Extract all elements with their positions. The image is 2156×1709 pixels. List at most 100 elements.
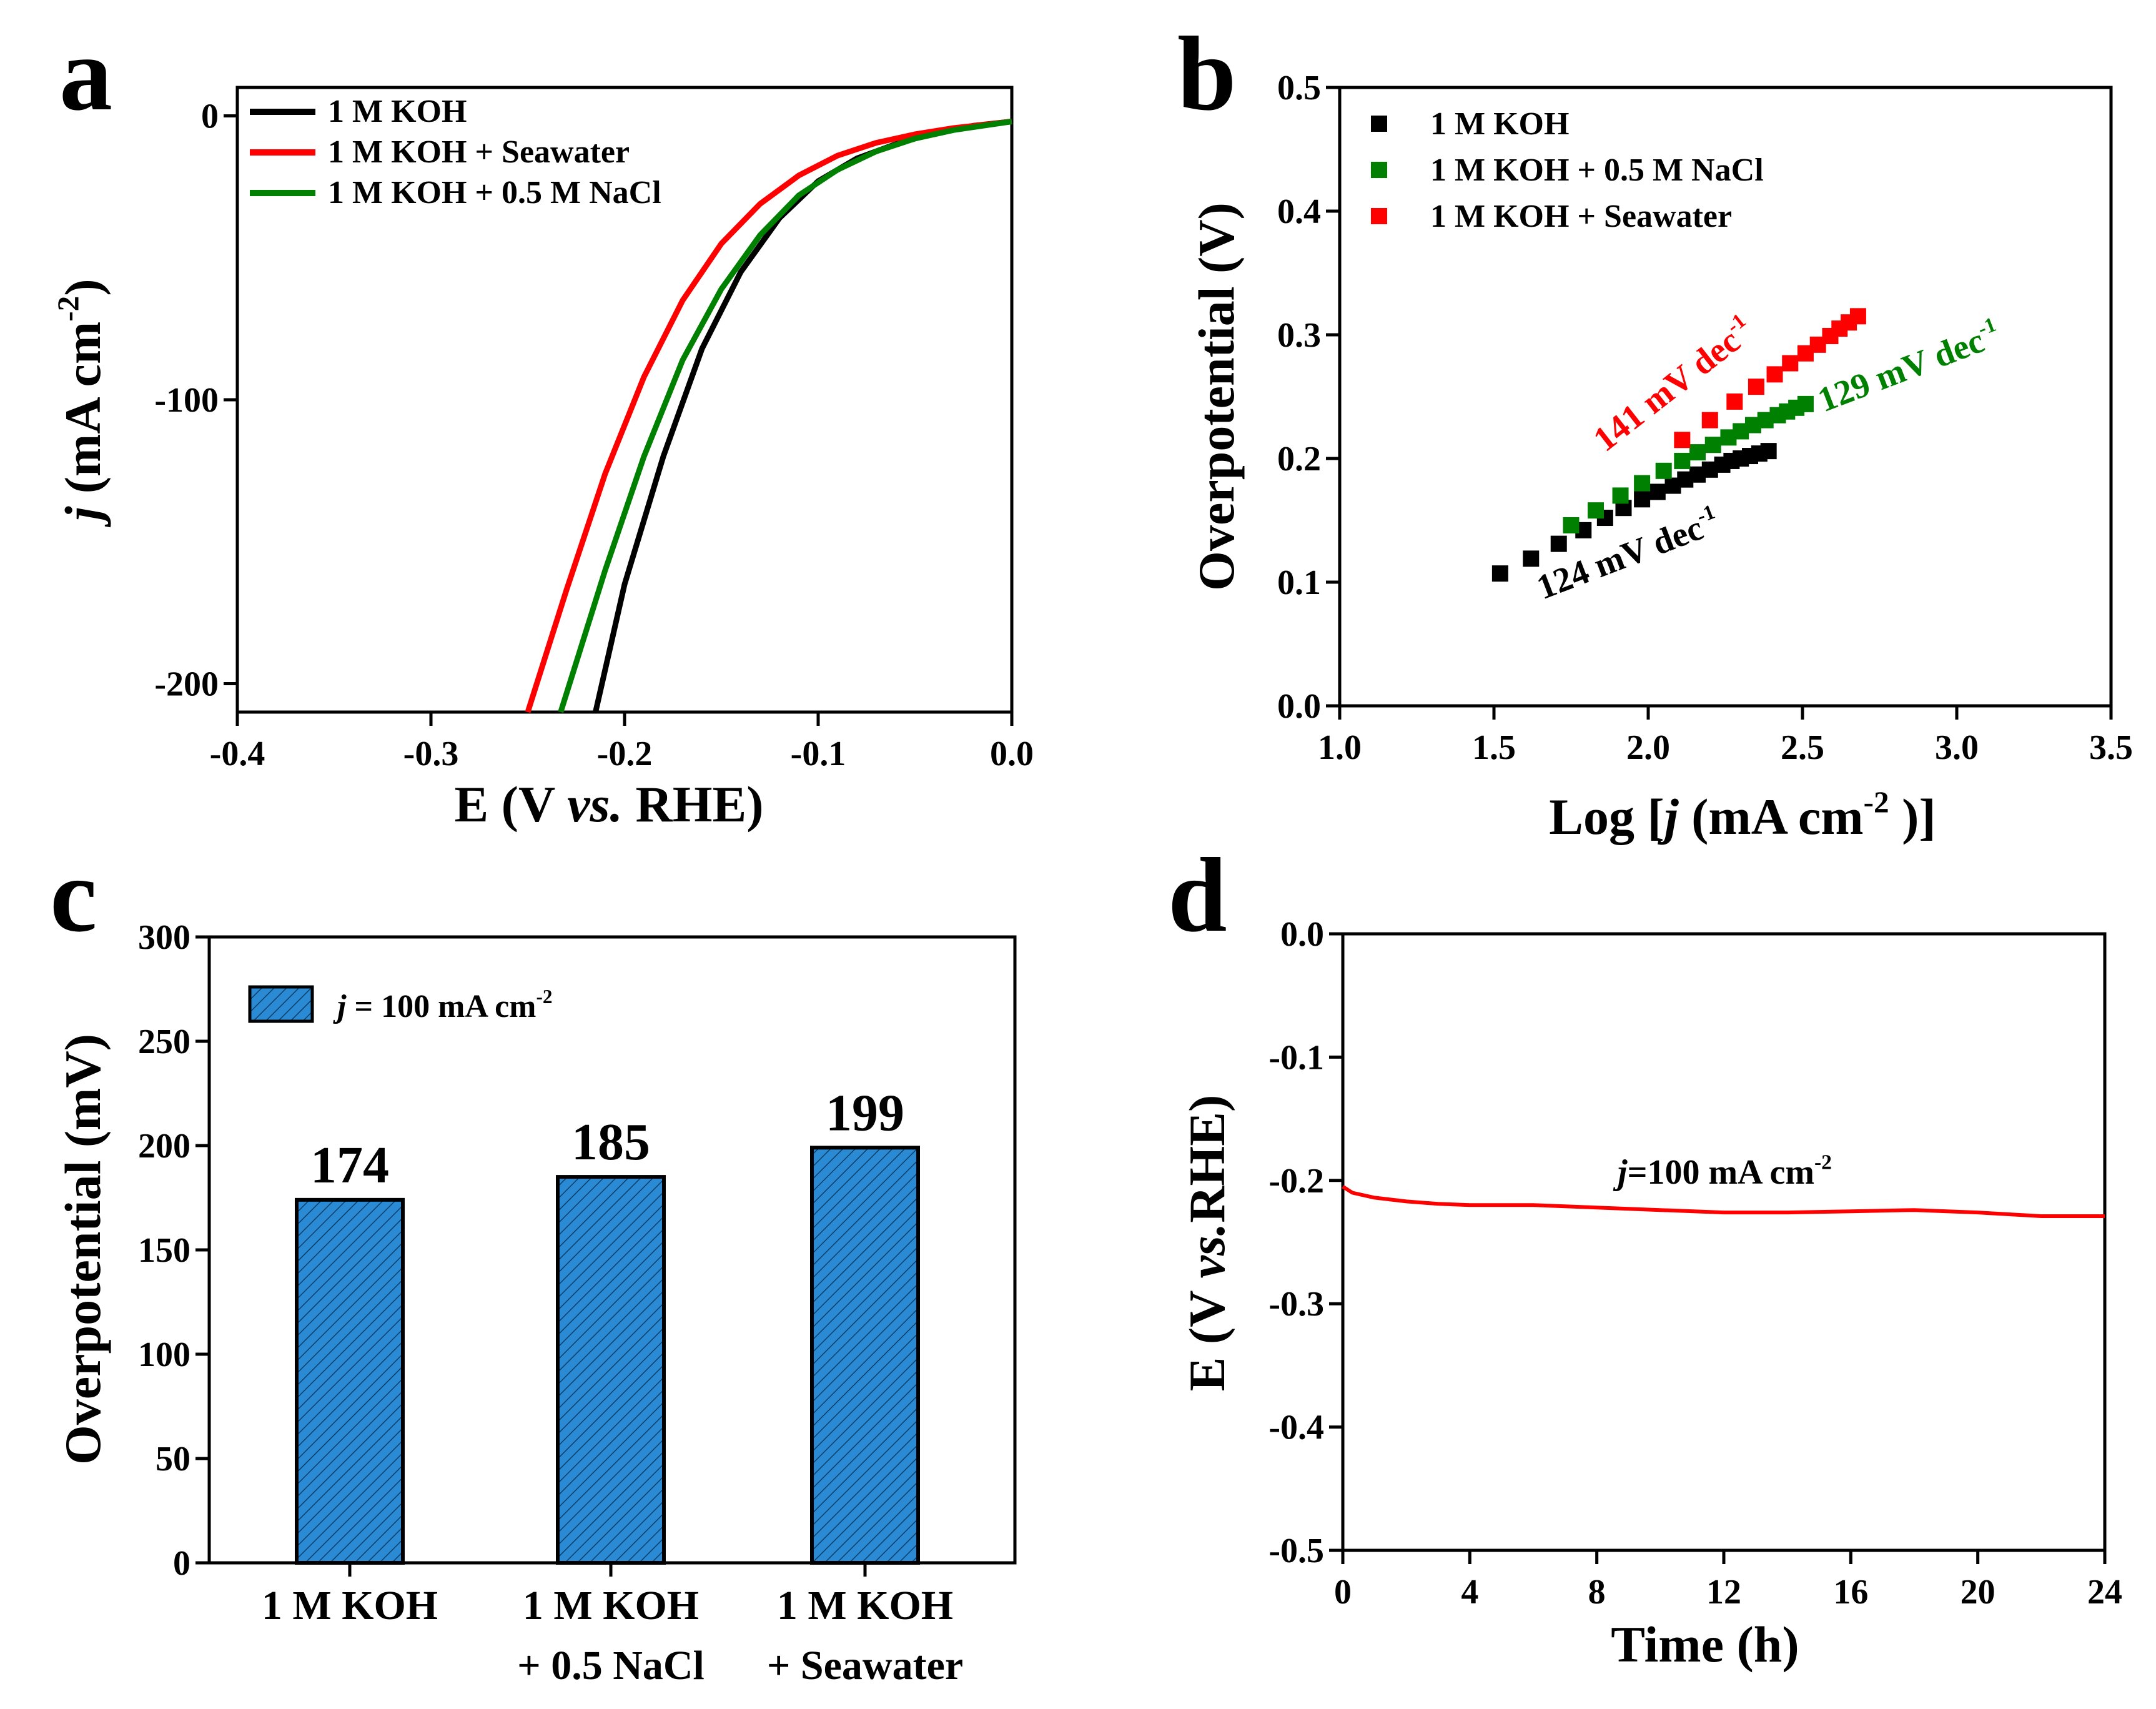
panel-a-curve-1-m-koh-0-5-m-nacl <box>558 119 1012 713</box>
panel-c-category-label: 1 M KOH <box>262 1583 438 1628</box>
panel-d-x-tick-label: 0 <box>1334 1573 1352 1612</box>
panel-c-value-label: 174 <box>310 1136 389 1194</box>
panel-b-x-tick-label: 2.0 <box>1626 728 1670 767</box>
panel-b-point <box>1612 487 1629 504</box>
panel-b-point <box>1704 437 1721 453</box>
panel-c-bar <box>556 1175 666 1565</box>
panel-b-point <box>1655 462 1672 479</box>
panel-c-category-label: 1 M KOH <box>523 1583 699 1628</box>
panel-b-y-tick-label: 0.3 <box>1277 316 1321 355</box>
panel-b-point <box>1674 432 1691 448</box>
panel-c-y-axis-title: Overpotential (mV) <box>54 1034 111 1465</box>
panel-b-y-tick-label: 0.4 <box>1277 192 1321 231</box>
panel-a-x-tick-label: -0.3 <box>403 735 459 773</box>
panel-d-y-axis-title: E (V vs.RHE) <box>1179 1095 1235 1392</box>
panel-c-y-tick-label: 200 <box>138 1127 190 1166</box>
panel-d-x-axis-title: Time (h) <box>1611 1616 1799 1673</box>
panel-a-x-axis-title: E (V vs. RHE) <box>454 776 763 833</box>
panel-c-y-tick-label: 300 <box>138 918 190 957</box>
panel-b-point <box>1588 502 1605 519</box>
panel-d-y-tick-label: -0.5 <box>1268 1532 1324 1570</box>
panel-b-tafel-plot: 1.0 1.5 2.0 2.5 3.0 3.5 0.0 0.1 0.2 0.3 0.4 0.5 1 M … <box>1188 69 2133 845</box>
panel-d-x-tick-label: 4 <box>1461 1573 1478 1612</box>
panel-label-b: b <box>1177 15 1237 132</box>
panel-d-x-tick-label: 16 <box>1833 1573 1868 1612</box>
panel-b-point <box>1491 565 1508 582</box>
panel-b-x-tick-label: 1.5 <box>1472 728 1516 767</box>
panel-label-d: d <box>1168 836 1227 954</box>
panel-b-legend-label: 1 M KOH + 0.5 M NaCl <box>1430 152 1764 188</box>
panel-b-point <box>1674 452 1691 469</box>
panel-b-point <box>1649 483 1666 500</box>
panel-c-legend-label: j = 100 mA cm-2 <box>333 986 552 1024</box>
panel-a-lsv-curves: -0.4 -0.3 -0.2 -0.1 0.0 0 -100 -200 1 M KOH 1 M K… <box>51 86 1034 833</box>
panel-b-plot-frame <box>1338 86 2113 708</box>
panel-b-point <box>1849 308 1866 325</box>
panel-d-curve <box>1342 1185 2105 1218</box>
panel-b-legend-marker <box>1371 116 1387 132</box>
panel-d-y-tick-label: 0.0 <box>1280 915 1324 954</box>
panel-c-y-tick-label: 100 <box>138 1335 190 1374</box>
panel-label-a: a <box>59 15 112 132</box>
panel-b-legend-label: 1 M KOH + Seawater <box>1430 199 1732 234</box>
panel-b-x-tick-label: 3.0 <box>1935 728 1979 767</box>
panel-d-y-tick-label: -0.2 <box>1268 1162 1324 1201</box>
panel-b-point <box>1689 444 1706 461</box>
panel-d-x-tick-label: 12 <box>1706 1573 1741 1612</box>
panel-a-x-tick-label: -0.4 <box>210 735 265 773</box>
panel-b-point <box>1634 475 1651 492</box>
panel-b-point <box>1797 395 1814 412</box>
panel-c-y-tick-label: 0 <box>173 1544 190 1583</box>
panel-b-x-tick-label: 1.0 <box>1318 728 1362 767</box>
panel-b-point <box>1748 379 1764 395</box>
panel-c-y-tick-label: 150 <box>138 1231 190 1270</box>
panel-d-annotation: j=100 mA cm-2 <box>1613 1151 1832 1192</box>
panel-c-y-tick-label: 50 <box>156 1440 190 1479</box>
panel-c-bar <box>810 1146 920 1565</box>
panel-d-y-tick-label: -0.1 <box>1268 1038 1324 1077</box>
panel-a-legend-label: 1 M KOH <box>328 94 467 129</box>
panel-c-value-label: 199 <box>826 1084 904 1142</box>
panel-c-value-label: 185 <box>571 1113 650 1171</box>
panel-b-y-tick-label: 0.2 <box>1277 440 1321 478</box>
panel-d-plot-frame <box>1341 932 2107 1552</box>
panel-b-point <box>1782 355 1799 372</box>
panel-c-y-tick-label: 250 <box>138 1023 190 1061</box>
panel-d-x-tick-label: 8 <box>1588 1573 1606 1612</box>
panel-a-y-axis-title: j (mA cm-2) <box>51 279 111 527</box>
panel-b-point <box>1701 412 1718 428</box>
panel-c-bar <box>295 1197 405 1565</box>
panel-b-point <box>1760 443 1777 460</box>
panel-c-category-label: + Seawater <box>767 1643 963 1688</box>
panel-c-category-label: 1 M KOH <box>777 1583 953 1628</box>
panel-b-point <box>1563 517 1580 533</box>
panel-a-y-tick-label: -200 <box>154 665 219 704</box>
panel-b-x-axis-title: Log [j (mA cm-2 )] <box>1549 785 1936 845</box>
panel-b-y-tick-label: 0.5 <box>1277 69 1321 107</box>
panel-label-c: c <box>50 836 97 954</box>
panel-b-point <box>1634 491 1651 508</box>
panel-b-x-tick-label: 2.5 <box>1781 728 1824 767</box>
panel-b-x-tick-label: 3.5 <box>2089 728 2133 767</box>
panel-b-point <box>1766 366 1783 383</box>
panel-b-point <box>1523 550 1540 567</box>
panel-b-y-tick-label: 0.0 <box>1277 687 1321 726</box>
panel-b-legend-marker <box>1371 208 1387 224</box>
panel-a-legend-label: 1 M KOH + 0.5 M NaCl <box>328 175 661 211</box>
panel-a-legend-label: 1 M KOH + Seawater <box>328 134 630 170</box>
panel-c-category-label: + 0.5 NaCl <box>517 1643 705 1688</box>
panel-b-point <box>1726 393 1743 410</box>
panel-a-x-tick-label: -0.2 <box>597 735 653 773</box>
panel-c-legend-swatch <box>248 985 314 1023</box>
panel-d-y-tick-label: -0.4 <box>1268 1409 1324 1447</box>
panel-a-x-tick-label: -0.1 <box>791 735 846 773</box>
panel-a-y-tick-label: 0 <box>201 97 219 136</box>
panel-b-legend-marker <box>1371 162 1387 178</box>
panel-d-x-tick-label: 20 <box>1961 1573 1995 1612</box>
panel-d-y-tick-label: -0.3 <box>1268 1285 1324 1324</box>
panel-a-y-tick-label: -100 <box>154 381 219 420</box>
panel-d-stability-curve: 0 4 8 12 16 20 24 0.0 -0.1 -0.2 -0.3 -0.4 -0.5 j=100 … <box>1179 915 2122 1673</box>
panel-b-legend-label: 1 M KOH <box>1430 106 1569 142</box>
panel-a-x-tick-label: 0.0 <box>990 735 1034 773</box>
